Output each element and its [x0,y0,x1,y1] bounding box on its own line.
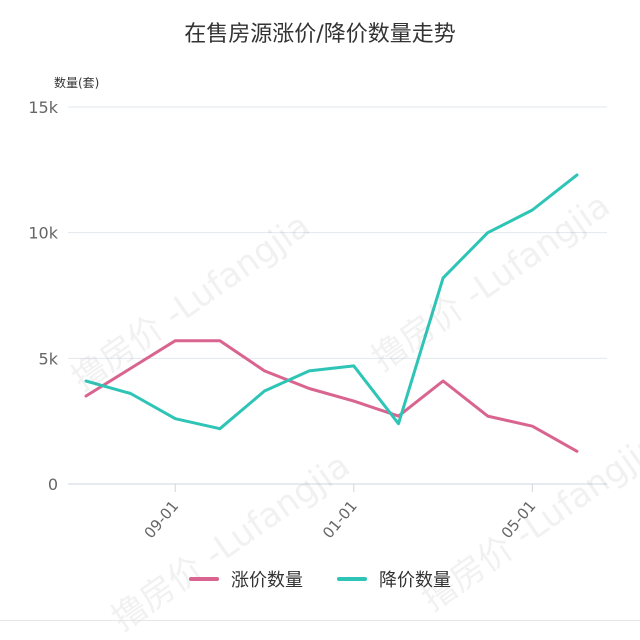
legend-label-drop: 降价数量 [379,570,451,591]
x-tick-label: 09-01 [141,497,183,542]
y-tick-label: 0 [48,475,58,494]
chart-legend: 涨价数量 降价数量 [0,566,640,592]
y-tick-label: 10k [28,224,58,243]
chart-container: 在售房源涨价/降价数量走势 数量(套) 0 5k 10k 15k 09-01 01-01 0… [0,22,640,639]
legend-item-rise[interactable]: 涨价数量 [189,566,303,592]
y-tick-label: 15k [28,98,58,117]
x-tick-label: 05-01 [498,497,540,542]
series-line-rise [84,339,579,453]
legend-label-rise: 涨价数量 [231,570,303,591]
y-axis-label: 数量(套) [54,76,100,90]
legend-item-drop[interactable]: 降价数量 [337,566,451,592]
legend-swatch-drop [337,577,367,581]
x-tick-label: 01-01 [319,497,361,542]
legend-swatch-rise [189,577,219,581]
line-chart-plot: 0 5k 10k 15k 09-01 01-01 05-01 [28,98,607,542]
series-line-drop [84,173,579,431]
y-tick-label: 5k [39,349,59,368]
bottom-rule [0,620,640,621]
chart-title: 在售房源涨价/降价数量走势 [184,22,456,47]
